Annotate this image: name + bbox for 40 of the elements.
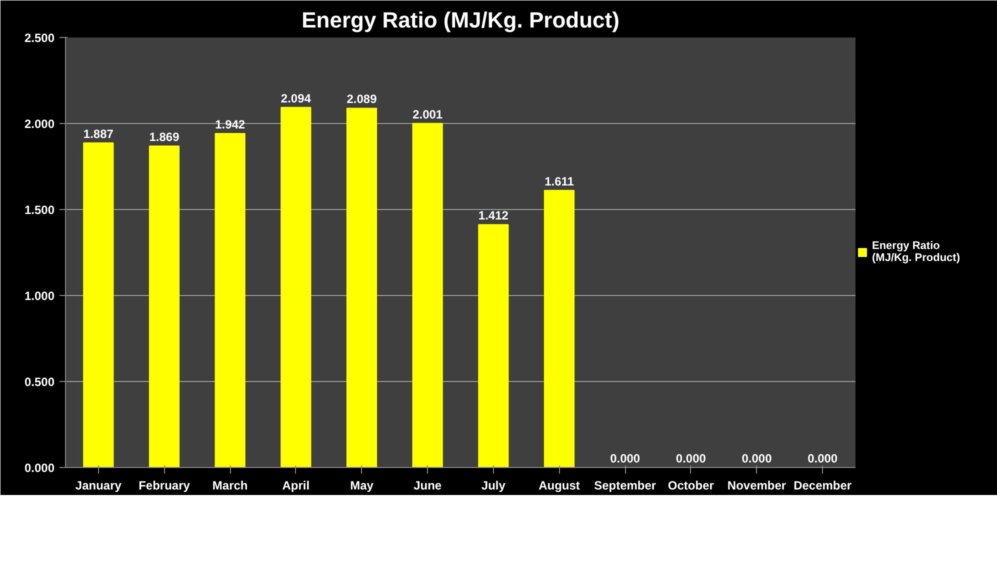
x-tick-label: November bbox=[727, 478, 786, 492]
x-tick-label: January bbox=[75, 478, 122, 492]
data-label: 1.412 bbox=[478, 208, 509, 223]
bar bbox=[148, 146, 180, 468]
y-tick-label: 0.500 bbox=[24, 375, 55, 389]
data-label: 1.942 bbox=[215, 117, 246, 132]
y-tick-label: 2.500 bbox=[24, 31, 55, 45]
data-label: 1.887 bbox=[83, 126, 114, 141]
bar bbox=[346, 108, 378, 468]
legend-label: Energy Ratio (MJ/Kg. Product) bbox=[872, 240, 961, 264]
x-tick-label: April bbox=[282, 478, 310, 492]
bar bbox=[544, 190, 575, 468]
x-tick-label: October bbox=[668, 478, 714, 492]
x-tick-label: July bbox=[481, 478, 506, 492]
data-label: 0.000 bbox=[742, 452, 772, 466]
y-tick-label: 1.000 bbox=[24, 289, 55, 303]
bar bbox=[214, 132, 246, 468]
x-tick-label: August bbox=[538, 478, 580, 492]
data-label: 1.869 bbox=[149, 130, 180, 144]
y-tick-label: 0.000 bbox=[24, 461, 55, 475]
x-tick-label: May bbox=[350, 478, 374, 492]
data-label: 2.094 bbox=[280, 91, 312, 106]
x-tick-label: December bbox=[794, 478, 852, 492]
chart-title: Energy Ratio (MJ/Kg. Product) bbox=[302, 8, 620, 32]
data-label: 0.000 bbox=[610, 452, 640, 466]
x-tick-label: September bbox=[594, 478, 656, 492]
x-tick-label: June bbox=[414, 478, 442, 492]
bar bbox=[83, 142, 114, 468]
data-label: 2.089 bbox=[346, 92, 378, 106]
y-tick-label: 1.500 bbox=[24, 203, 55, 217]
data-label: 1.611 bbox=[544, 174, 574, 188]
data-label: 0.000 bbox=[808, 452, 838, 466]
x-tick-label: February bbox=[138, 478, 190, 492]
data-label: 0.000 bbox=[676, 452, 706, 466]
bar bbox=[412, 122, 443, 468]
bar bbox=[280, 106, 312, 468]
y-tick-label: 2.000 bbox=[24, 117, 55, 131]
bar bbox=[478, 224, 509, 468]
data-label: 2.001 bbox=[412, 107, 443, 122]
x-tick-label: March bbox=[212, 478, 248, 492]
